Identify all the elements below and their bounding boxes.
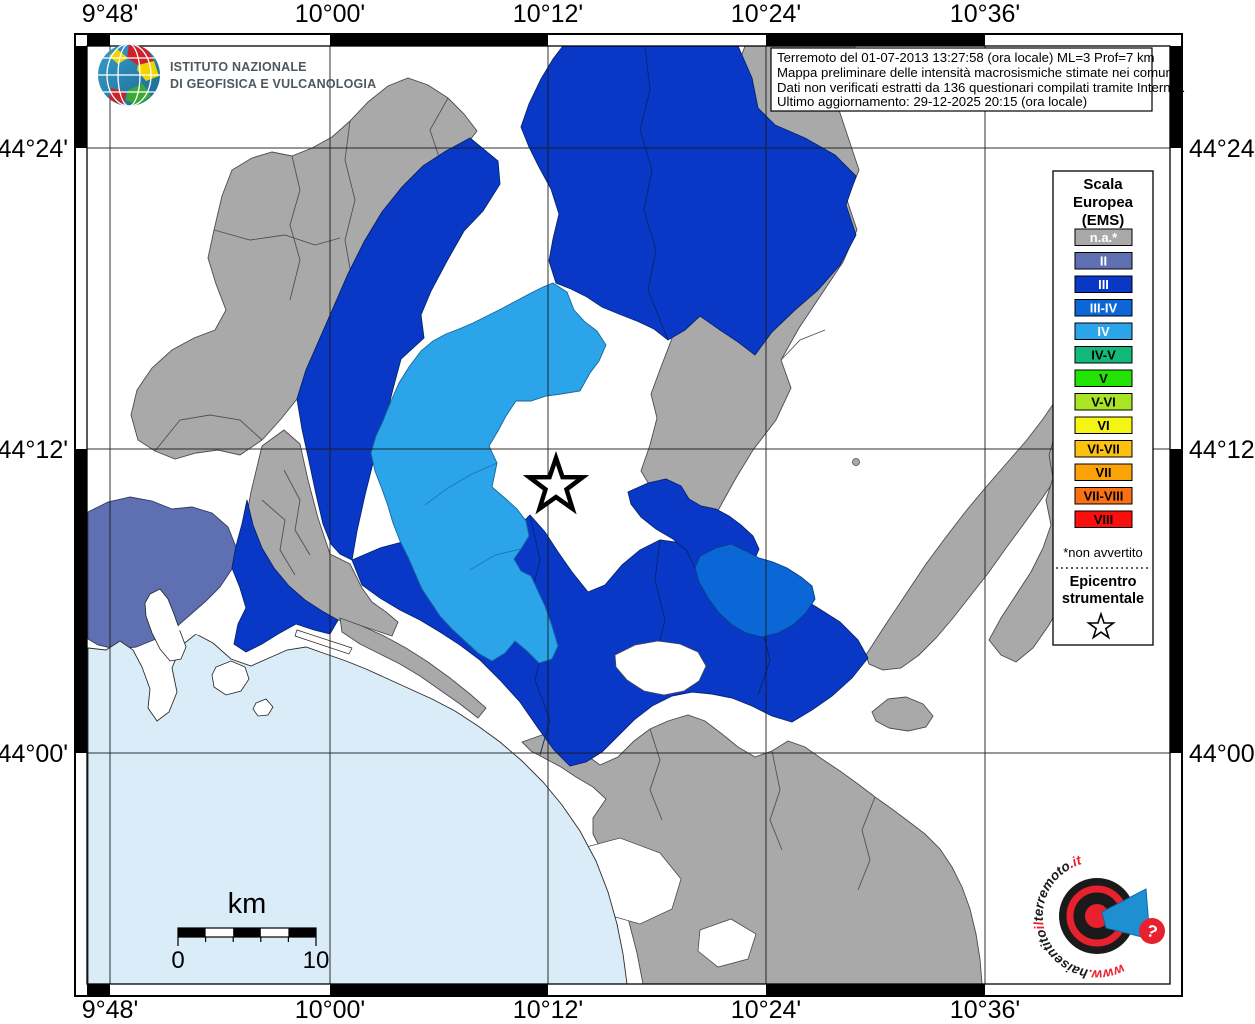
legend-footnote: *non avvertito	[1063, 545, 1143, 560]
legend-swatch-vii-viii	[1074, 487, 1133, 505]
legend-swatch-na	[1074, 228, 1133, 246]
legend-title-3: (EMS)	[1082, 212, 1125, 229]
axis-label-left-2: 44°00'	[0, 740, 68, 768]
coast-spit	[294, 629, 353, 655]
ingv-name-line1: ISTITUTO NAZIONALE	[170, 60, 307, 74]
axis-label-left-0: 44°24'	[0, 135, 68, 163]
axis-label-bottom-4: 10°36'	[950, 996, 1020, 1024]
map-canvas	[87, 46, 1170, 984]
axis-label-bottom-1: 10°00'	[295, 996, 365, 1024]
legend-swatch-iii	[1074, 275, 1133, 293]
region-intensity-iii-band	[296, 137, 501, 561]
legend-epicenter-star-icon	[1086, 611, 1116, 640]
legend-swatch-v	[1074, 369, 1133, 387]
legend-swatch-viii	[1074, 510, 1133, 528]
axis-label-right-2: 44°00'	[1189, 740, 1255, 768]
map-frame	[74, 33, 1183, 997]
region-intensity-iv	[370, 282, 607, 664]
legend-swatch-ii	[1074, 252, 1133, 270]
ingv-name-line2: DI GEOFISICA E VULCANOLOGIA	[170, 77, 376, 91]
sea	[87, 633, 628, 984]
legend-label-vi-vii: VI-VII	[1087, 442, 1120, 457]
white-pocket-bottom-2	[697, 918, 757, 968]
legend-swatch-vii	[1074, 463, 1133, 481]
info-line-4: Ultimo aggiornamento: 29-12-2025 20:15 (…	[777, 94, 1087, 109]
earthquake-info-box: Terremoto del 01-07-2013 13:27:58 (ora l…	[770, 47, 1185, 112]
info-line-1: Terremoto del 01-07-2013 13:27:58 (ora l…	[777, 50, 1155, 65]
legend-swatch-iii-iv	[1074, 299, 1133, 317]
legend-swatch-iv	[1074, 322, 1133, 340]
legend-label-v: V	[1099, 371, 1108, 386]
legend-swatch-iv-v	[1074, 346, 1133, 364]
breakwater	[169, 624, 203, 636]
graticule	[87, 46, 1170, 984]
frame-fancy-segments	[75, 34, 1182, 996]
ingv-logo: ISTITUTO NAZIONALE DI GEOFISICA E VULCAN…	[98, 44, 376, 106]
legend-label-v-vi: V-VI	[1091, 395, 1116, 410]
axis-label-left-1: 44°12'	[0, 436, 68, 464]
legend-items: n.a.* II III III-IV IV IV-V V V-VI VI VI…	[1074, 228, 1133, 528]
axis-label-bottom-0: 9°48'	[82, 996, 138, 1024]
legend-label-vii: VII	[1096, 465, 1112, 480]
legend-swatch-vi-vii	[1074, 440, 1133, 458]
axis-label-top-4: 10°36'	[950, 0, 1020, 28]
white-pocket-coastal	[614, 640, 707, 696]
region-intensity-iii-gulf	[231, 499, 339, 653]
haisentito-question-badge	[1139, 918, 1165, 944]
legend-swatch-vi	[1074, 416, 1133, 434]
comune-borders-blue-top	[639, 46, 669, 341]
island-peninsula	[144, 588, 187, 662]
haisentito-center-dot	[1085, 904, 1109, 928]
scale-bar: km 0 10	[171, 888, 329, 974]
island-2	[252, 698, 274, 717]
region-na-small-blob	[871, 696, 934, 732]
legend-label-ii: II	[1100, 254, 1107, 269]
scale-bar-start: 0	[171, 947, 184, 974]
legend-label-iv-v: IV-V	[1091, 348, 1116, 363]
legend: Scala Europea (EMS) n.a.* II III III-IV …	[1052, 170, 1154, 646]
scale-bar-ticks	[177, 937, 317, 946]
axis-label-right-0: 44°24'	[1189, 135, 1255, 163]
region-intensity-iii-iv	[694, 543, 816, 638]
comune-borders-bottom	[649, 728, 876, 891]
legend-label-vii-viii: VII-VIII	[1084, 489, 1124, 504]
legend-label-vi: VI	[1097, 418, 1109, 433]
legend-label-iii: III	[1098, 277, 1109, 292]
axis-label-top-2: 10°12'	[513, 0, 583, 28]
axis-label-bottom-2: 10°12'	[513, 996, 583, 1024]
comune-borders-lightblue	[424, 462, 522, 571]
region-na-dot	[852, 458, 860, 466]
axis-label-bottom-3: 10°24'	[731, 996, 801, 1024]
legend-swatch-v-vi	[1074, 393, 1133, 411]
axis-label-top-0: 9°48'	[82, 0, 138, 28]
legend-label-na: n.a.*	[1090, 230, 1118, 245]
legend-label-viii: VIII	[1094, 512, 1114, 527]
epicenter-star	[522, 451, 590, 515]
region-intensity-iii-top	[520, 46, 857, 356]
scale-bar-unit: km	[228, 888, 267, 920]
region-na-coast-strip	[339, 617, 487, 719]
legend-label-iii-iv: III-IV	[1090, 301, 1118, 316]
legend-epicenter-line1: Epicentro	[1070, 574, 1137, 590]
legend-label-iv: IV	[1097, 324, 1110, 339]
comune-borders-laspezia	[261, 469, 311, 576]
legend-title-1: Scala	[1083, 176, 1123, 193]
legend-title-2: Europea	[1073, 194, 1134, 211]
island-1	[211, 660, 250, 696]
scale-bar-end: 10	[303, 947, 330, 974]
info-line-2: Mappa preliminare delle intensità macros…	[777, 65, 1176, 80]
axis-label-top-3: 10°24'	[731, 0, 801, 28]
legend-epicenter-line2: strumentale	[1062, 591, 1144, 607]
axis-label-top-1: 10°00'	[295, 0, 365, 28]
info-line-3: Dati non verificati estratti da 136 ques…	[777, 80, 1185, 95]
axis-label-right-1: 44°12'	[1189, 436, 1255, 464]
